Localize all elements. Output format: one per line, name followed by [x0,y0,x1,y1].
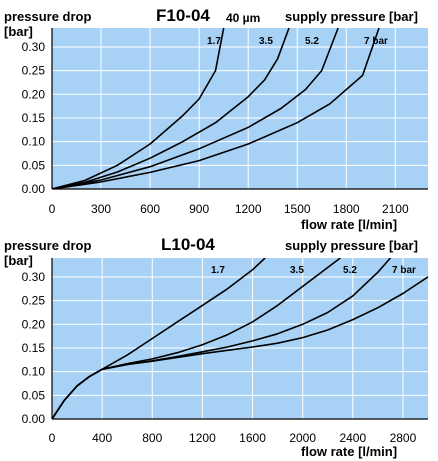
x-tick-label: 400 [92,431,112,445]
chart1-legend-title: supply pressure [bar] [285,9,418,24]
series-label: 7 bar [392,265,416,276]
x-tick-label: 1800 [333,202,360,216]
series-line-3.5 [52,28,290,189]
chart2-title: L10-04 [161,235,215,254]
chart1: 0 300 600 900 1200 1500 1800 2100 0.00 0.05 0.10 0.… [22,28,428,216]
chart1-ylabel-unit: [bar] [4,24,33,39]
x-tick-label: 800 [142,431,162,445]
chart2-xlabel: flow rate [l/min] [301,444,398,459]
y-tick-label: 0.05 [22,388,46,402]
series-line-7-bar [52,28,380,189]
y-tick-label: 0.15 [22,341,46,355]
series-label: 1.7 [207,36,221,47]
series-line-7-bar [52,276,428,419]
series-label: 3.5 [259,36,273,47]
series-label: 1.7 [211,265,225,276]
y-tick-label: 0.00 [22,182,46,196]
x-tick-label: 2100 [382,202,409,216]
y-tick-label: 0.05 [22,158,46,172]
y-tick-label: 0.30 [22,40,46,54]
x-tick-label: 2400 [339,431,366,445]
x-tick-label: 0 [49,431,56,445]
chart1-ylabel: pressure drop [4,9,92,24]
y-tick-label: 0.20 [22,87,46,101]
y-tick-label: 0.10 [22,135,46,149]
y-tick-label: 0.00 [22,412,46,426]
chart2-ylabel-unit: [bar] [4,253,33,268]
y-tick-label: 0.20 [22,317,46,331]
series-line-1.7 [52,28,225,189]
chart1-title: F10-04 [156,6,210,25]
chart2-legend-title: supply pressure [bar] [285,238,418,253]
series-label: 7 bar [364,36,388,47]
x-tick-label: 2000 [289,431,316,445]
chart1-subtitle: 40 µm [226,11,261,25]
y-tick-label: 0.25 [22,64,46,78]
x-tick-label: 300 [91,202,111,216]
x-tick-label: 1200 [235,202,262,216]
y-tick-label: 0.30 [22,270,46,284]
x-tick-label: 900 [189,202,209,216]
y-tick-label: 0.10 [22,365,46,379]
series-label: 3.5 [290,265,304,276]
chart1-xlabel: flow rate [l/min] [301,217,398,232]
y-tick-label: 0.15 [22,111,46,125]
x-tick-label: 0 [49,202,56,216]
x-tick-label: 1500 [284,202,311,216]
x-tick-label: 1600 [239,431,266,445]
series-label: 5.2 [343,265,357,276]
series-line-5.2 [52,28,339,189]
chart2-ylabel: pressure drop [4,238,92,253]
x-tick-label: 1200 [189,431,216,445]
series-label: 5.2 [305,36,319,47]
plot-area [52,28,428,189]
x-tick-label: 2800 [390,431,417,445]
y-tick-label: 0.25 [22,294,46,308]
chart2: 0 400 800 1200 1600 2000 2400 2800 0.00 0.05 0.10 0… [22,258,428,445]
x-tick-label: 600 [140,202,160,216]
